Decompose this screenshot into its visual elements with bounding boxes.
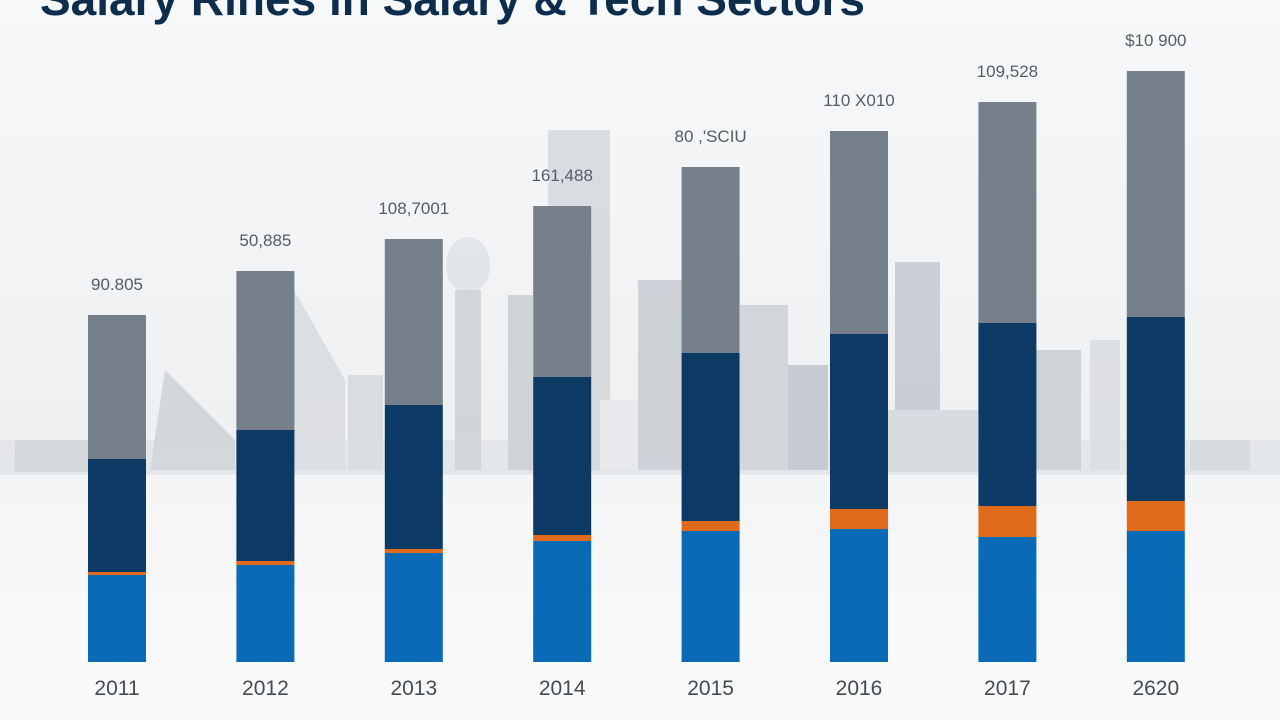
bar-segment-2620-s0 [1126, 531, 1185, 662]
bar-segment-2016-s1 [830, 509, 888, 529]
bar-segment-2620-s2 [1126, 317, 1185, 501]
bar-segment-2620-s1 [1126, 501, 1185, 531]
bar-segment-2016-s2 [830, 334, 888, 509]
bars [88, 71, 1185, 662]
bar-segment-2012-s1 [236, 561, 295, 565]
bar-segment-2013-s1 [384, 549, 443, 553]
bar-segment-2014-s3 [533, 206, 592, 377]
data-labels: 90.805 50,885 108,7001 161,488 80 ,'SCIU 110 … [91, 31, 1187, 294]
data-label-2016: 110 X010 [823, 91, 895, 110]
x-tick-2015: 2015 [687, 677, 734, 700]
bar-segment-2014-s0 [533, 541, 592, 662]
bar-segment-2016-s0 [830, 529, 888, 662]
bar-segment-2012-s0 [236, 565, 295, 662]
x-tick-2013: 2013 [390, 677, 437, 700]
bar-segment-2011-s0 [88, 575, 146, 662]
bar-segment-2012-s2 [236, 430, 295, 561]
x-tick-2014: 2014 [539, 677, 586, 700]
data-label-2014: 161,488 [531, 166, 592, 185]
bar-segment-2015-s0 [681, 531, 740, 662]
x-tick-2017: 2017 [984, 677, 1031, 700]
bar-segment-2017-s3 [978, 102, 1037, 323]
bar-segment-2012-s3 [236, 271, 295, 430]
bar-segment-2011-s1 [88, 572, 146, 575]
skyline-background [0, 130, 1280, 475]
bar-segment-2013-s0 [384, 553, 443, 662]
bar-segment-2620-s3 [1126, 71, 1185, 317]
bar-segment-2015-s3 [681, 167, 740, 353]
bar-segment-2011-s3 [88, 315, 146, 459]
bar-segment-2016-s3 [830, 131, 888, 334]
bar-segment-2013-s2 [384, 405, 443, 549]
bar-segment-2014-s1 [533, 535, 592, 541]
data-label-2017: 109,528 [977, 62, 1038, 81]
x-tick-2012: 2012 [242, 677, 289, 700]
bar-segment-2011-s2 [88, 459, 146, 572]
data-label-2012: 50,885 [239, 231, 291, 250]
bar-segment-2013-s3 [384, 239, 443, 405]
bar-segment-2015-s2 [681, 353, 740, 521]
data-label-2620: $10 900 [1125, 31, 1186, 50]
data-label-2011: 90.805 [91, 275, 143, 294]
bar-segment-2015-s1 [681, 521, 740, 531]
data-label-2015: 80 ,'SCIU [674, 127, 746, 146]
x-tick-2011: 2011 [94, 677, 139, 700]
x-tick-labels: 2011 2012 2013 2014 2015 2016 2017 2620 [94, 677, 1179, 700]
data-label-2013: 108,7001 [378, 199, 449, 218]
x-tick-2016: 2016 [836, 677, 883, 700]
x-tick-2620: 2620 [1132, 677, 1179, 700]
bar-segment-2017-s0 [978, 537, 1037, 662]
chart-title: Salary Rines in Salary & Tech Sectors [40, 0, 865, 26]
bar-segment-2017-s2 [978, 323, 1037, 506]
bar-segment-2017-s1 [978, 506, 1037, 537]
bar-segment-2014-s2 [533, 377, 592, 535]
